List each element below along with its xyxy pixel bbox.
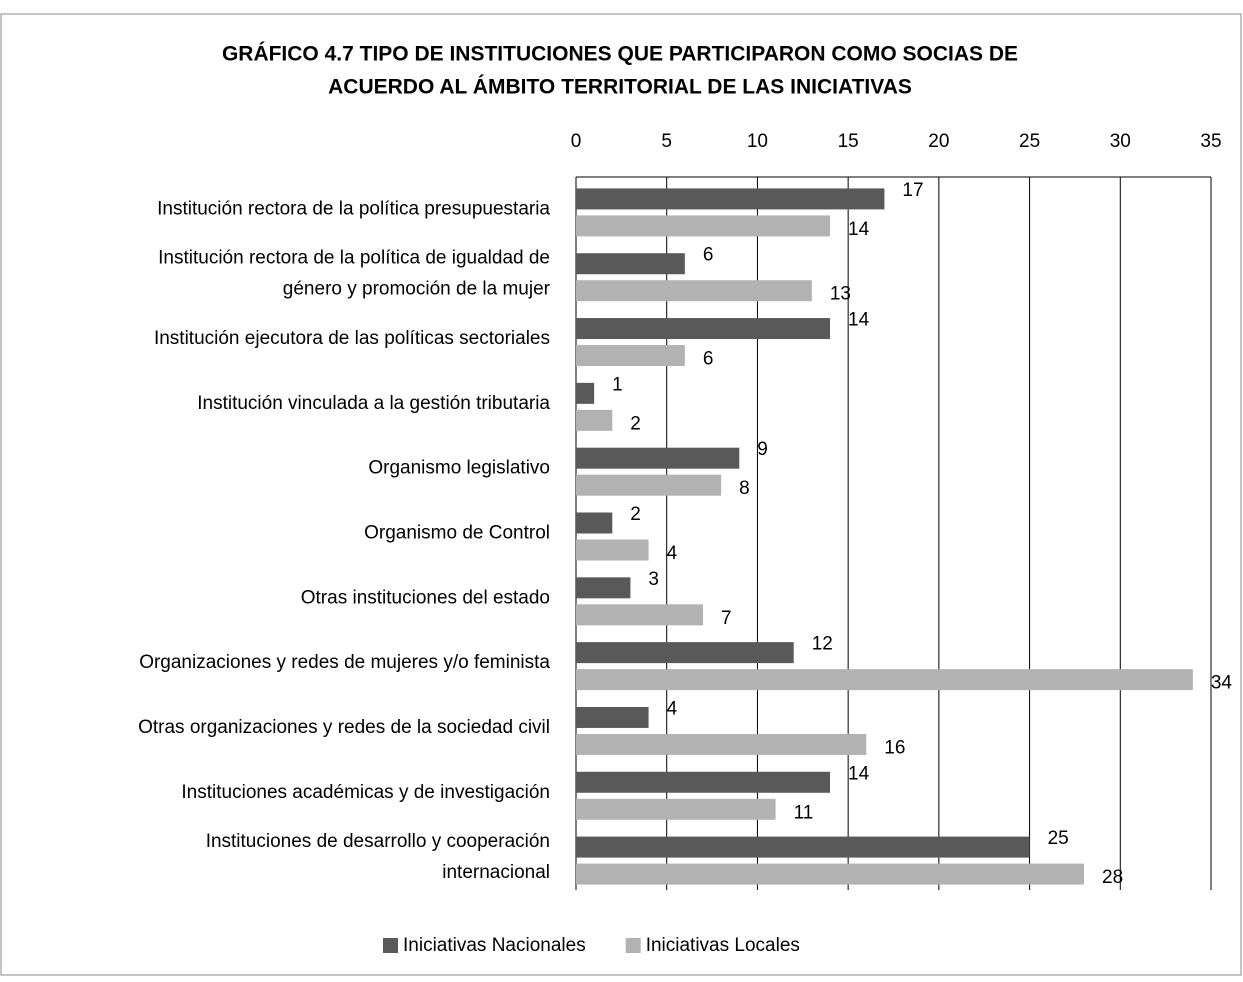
data-label: 25 bbox=[1048, 828, 1069, 849]
data-label: 28 bbox=[1102, 867, 1123, 888]
x-tick-label: 15 bbox=[838, 131, 859, 152]
bar bbox=[576, 345, 685, 367]
data-label: 34 bbox=[1211, 673, 1233, 694]
y-tick-label: Institución rectora de la política de ig… bbox=[158, 248, 551, 300]
y-tick-label: Organismo legislativo bbox=[368, 458, 550, 479]
data-label: 13 bbox=[830, 284, 851, 305]
data-label: 2 bbox=[630, 413, 641, 434]
bar bbox=[576, 798, 776, 820]
bar bbox=[576, 318, 830, 340]
bar bbox=[576, 253, 685, 275]
x-tick-label: 30 bbox=[1110, 131, 1131, 152]
x-tick-label: 35 bbox=[1200, 131, 1221, 152]
legend-label: Iniciativas Locales bbox=[646, 935, 800, 956]
y-tick-label: Institución ejecutora de las políticas s… bbox=[154, 328, 550, 349]
bar bbox=[576, 577, 631, 599]
data-label: 2 bbox=[630, 504, 641, 525]
data-label: 14 bbox=[848, 219, 870, 240]
y-tick-label: Institución vinculada a la gestión tribu… bbox=[197, 393, 550, 414]
y-tick-label: Instituciones de desarrollo y cooperació… bbox=[206, 831, 550, 883]
data-label: 11 bbox=[794, 802, 814, 823]
x-tick-label: 0 bbox=[571, 131, 582, 152]
y-tick-label: Organizaciones y redes de mujeres y/o fe… bbox=[139, 652, 550, 673]
x-tick-label: 20 bbox=[928, 131, 949, 152]
x-tick-label: 5 bbox=[661, 131, 672, 152]
chart-title: GRÁFICO 4.7 TIPO DE INSTITUCIONES QUE PA… bbox=[222, 42, 1018, 98]
y-tick-label: Organismo de Control bbox=[364, 523, 550, 544]
legend-swatch bbox=[625, 938, 641, 953]
x-tick-label: 10 bbox=[747, 131, 768, 152]
bar bbox=[576, 706, 649, 728]
bar bbox=[576, 539, 649, 561]
data-label: 6 bbox=[703, 245, 714, 266]
data-label: 4 bbox=[667, 543, 678, 564]
bar bbox=[576, 474, 722, 496]
bar bbox=[576, 642, 794, 664]
y-tick-label: Otras instituciones del estado bbox=[301, 587, 550, 608]
data-label: 14 bbox=[848, 763, 870, 784]
bar bbox=[576, 188, 885, 210]
data-label: 7 bbox=[721, 608, 732, 629]
data-label: 1 bbox=[612, 374, 623, 395]
data-label: 17 bbox=[902, 180, 923, 201]
data-label: 9 bbox=[757, 439, 768, 460]
bar bbox=[576, 382, 595, 404]
bar bbox=[576, 863, 1084, 885]
data-label: 12 bbox=[812, 634, 833, 655]
bar bbox=[576, 409, 613, 431]
bar bbox=[576, 669, 1193, 691]
data-label: 3 bbox=[648, 569, 659, 590]
bar bbox=[576, 604, 703, 626]
data-label: 14 bbox=[848, 310, 870, 331]
y-tick-label: Institución rectora de la política presu… bbox=[157, 198, 550, 219]
y-tick-label: Instituciones académicas y de investigac… bbox=[181, 782, 550, 803]
bar bbox=[576, 447, 740, 469]
y-tick-label: Otras organizaciones y redes de la socie… bbox=[138, 717, 550, 738]
x-tick-label: 25 bbox=[1019, 131, 1040, 152]
data-label: 16 bbox=[884, 737, 905, 758]
legend-swatch bbox=[383, 938, 398, 953]
bar bbox=[576, 733, 867, 755]
data-label: 6 bbox=[703, 349, 714, 370]
bar bbox=[576, 771, 830, 793]
bar bbox=[576, 512, 613, 534]
data-label: 4 bbox=[667, 698, 678, 719]
legend-label: Iniciativas Nacionales bbox=[403, 935, 586, 956]
bar bbox=[576, 836, 1030, 858]
bar bbox=[576, 280, 812, 302]
data-label: 8 bbox=[739, 478, 750, 499]
bar bbox=[576, 215, 830, 237]
